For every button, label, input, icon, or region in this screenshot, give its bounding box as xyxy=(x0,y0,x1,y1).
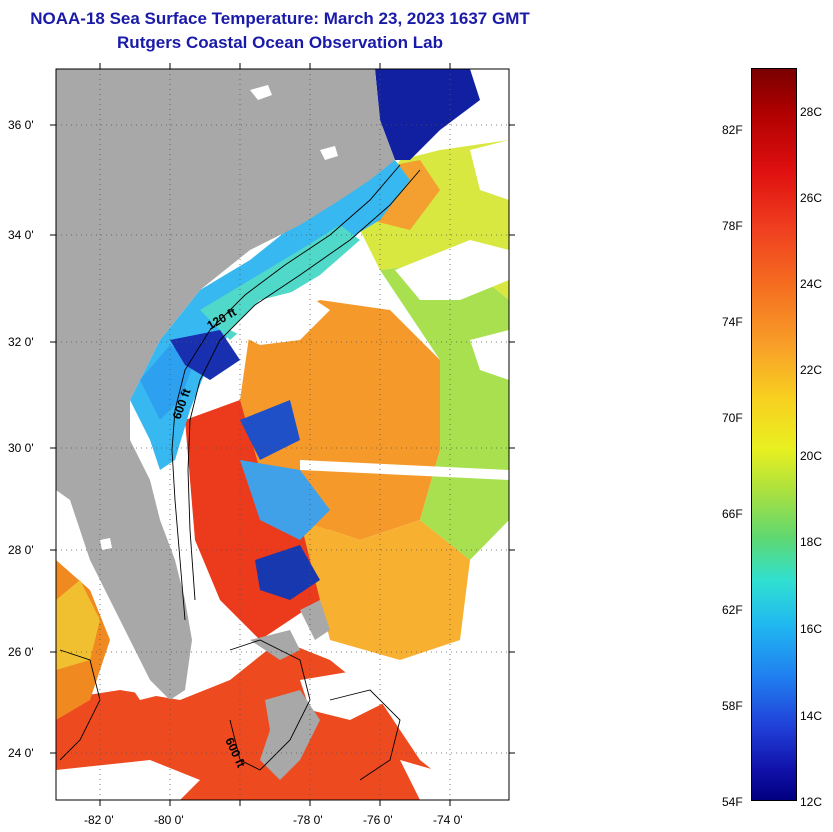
lat-label-34: 34 0' xyxy=(8,228,34,242)
longitude-labels: -82 0' -80 0' -78 0' -76 0' -74 0' xyxy=(84,813,463,827)
lon-label-82: -82 0' xyxy=(84,813,114,827)
f-label-70: 70F xyxy=(722,411,743,425)
f-label-82: 82F xyxy=(722,123,743,137)
lon-label-76: -76 0' xyxy=(363,813,393,827)
lon-label-74: -74 0' xyxy=(433,813,463,827)
c-label-18: 18C xyxy=(800,535,823,549)
c-label-22: 22C xyxy=(800,363,823,377)
lat-label-26: 26 0' xyxy=(8,645,34,659)
latitude-labels: 36 0' 34 0' 32 0' 30 0' 28 0' 26 0' 24 0… xyxy=(8,118,34,760)
c-label-12: 12C xyxy=(800,795,823,809)
graticule xyxy=(56,69,509,800)
lon-label-78: -78 0' xyxy=(293,813,323,827)
map-frame xyxy=(55,68,510,801)
lat-label-30: 30 0' xyxy=(8,441,34,455)
sst-field xyxy=(56,69,509,800)
c-label-28: 28C xyxy=(800,105,823,119)
c-label-24: 24C xyxy=(800,277,823,291)
f-label-66: 66F xyxy=(722,507,743,521)
map-title: NOAA-18 Sea Surface Temperature: March 2… xyxy=(30,9,530,28)
lat-label-28: 28 0' xyxy=(8,543,34,557)
f-label-54: 54F xyxy=(722,795,743,809)
axis-ticks xyxy=(50,63,515,806)
land xyxy=(56,69,395,780)
f-label-78: 78F xyxy=(722,219,743,233)
f-label-74: 74F xyxy=(722,315,743,329)
c-label-14: 14C xyxy=(800,709,823,723)
lakes xyxy=(100,85,338,550)
f-label-62: 62F xyxy=(722,603,743,617)
c-label-26: 26C xyxy=(800,191,823,205)
lat-label-24: 24 0' xyxy=(8,746,34,760)
lat-label-32: 32 0' xyxy=(8,335,34,349)
lon-label-80: -80 0' xyxy=(154,813,184,827)
c-label-20: 20C xyxy=(800,449,823,463)
f-label-58: 58F xyxy=(722,699,743,713)
bathymetry-contours xyxy=(59,164,421,781)
c-label-16: 16C xyxy=(800,622,823,636)
lat-label-36: 36 0' xyxy=(8,118,34,132)
map-subtitle: Rutgers Coastal Ocean Observation Lab xyxy=(117,33,443,52)
temperature-colorbar xyxy=(751,68,797,801)
